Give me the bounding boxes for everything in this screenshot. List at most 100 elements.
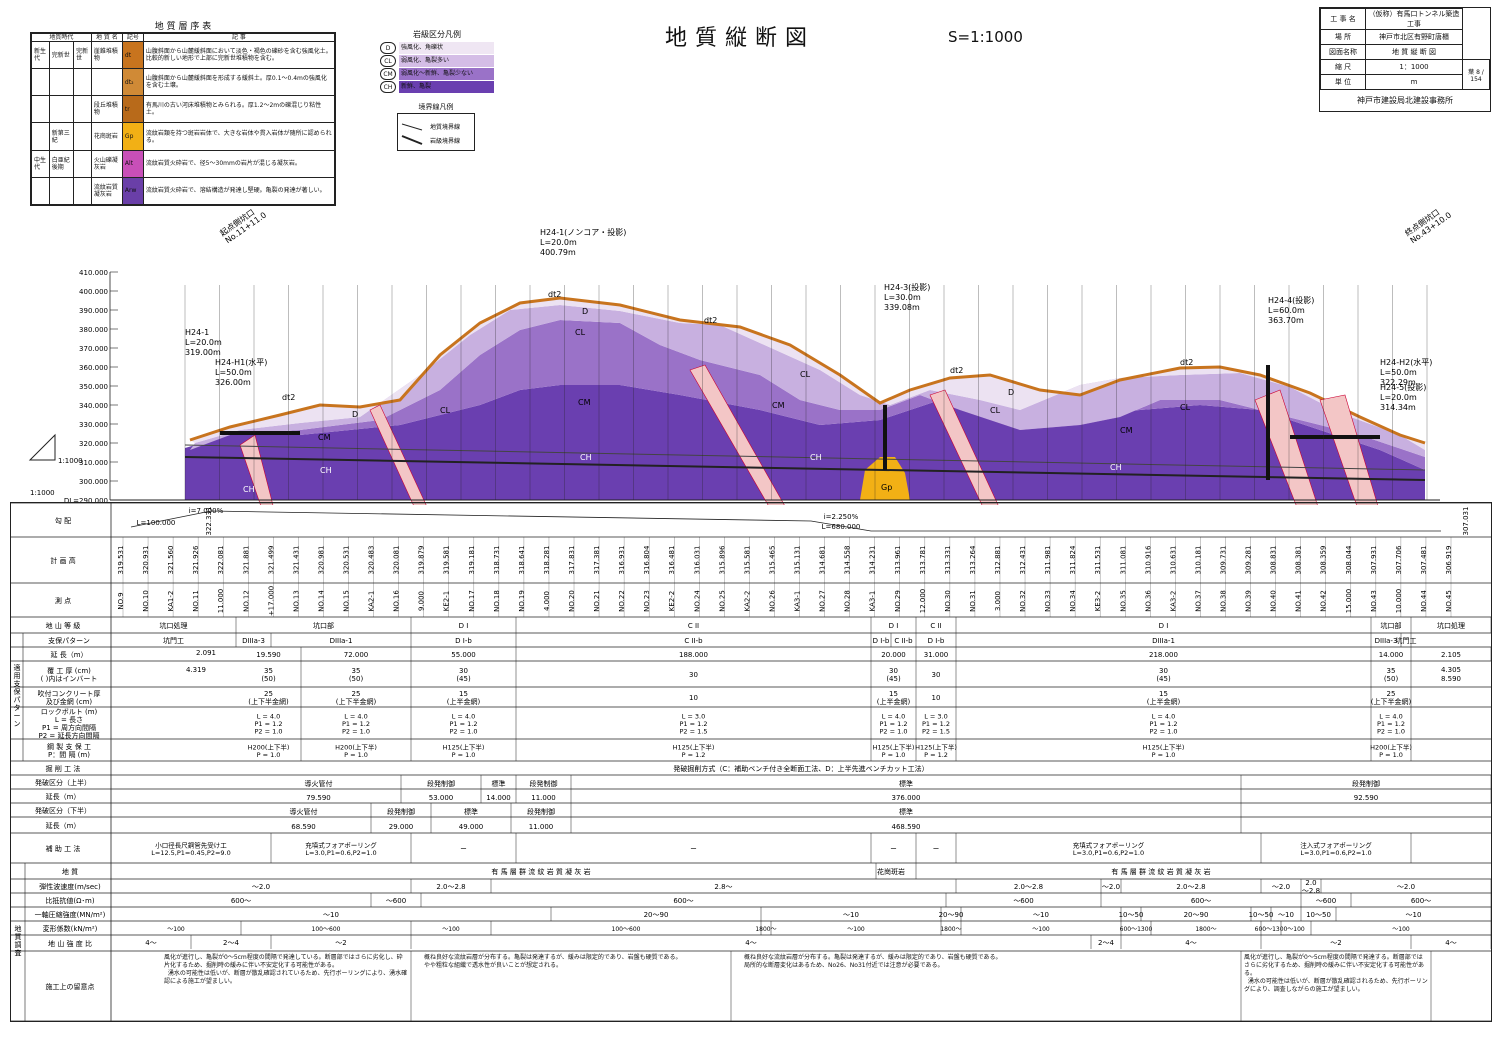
velocity-value: 2.0〜2.8 [1014, 883, 1043, 891]
station-label: NO.28 [844, 590, 852, 612]
blast-upper-type: 標準 [492, 779, 506, 788]
layer-gp [860, 457, 910, 500]
label-d-3: D [352, 410, 358, 419]
rockbolt-value: P2 = 1.5 [922, 728, 950, 736]
side-label-support: タ [14, 703, 21, 712]
borehole-elevation: 319.00m [185, 348, 221, 357]
shotcrete-value: (上半金網) [1147, 697, 1181, 706]
strength-ratio: 4〜 [745, 939, 756, 947]
ground-class: C II [688, 622, 699, 630]
row-label-notes: 施工上の留意点 [46, 982, 95, 991]
support-pattern: DIIIa-3 [1375, 637, 1398, 645]
support-pattern: DIIIa-1 [1152, 637, 1175, 645]
station-label: NO.42 [1320, 590, 1328, 612]
side-label-support: ー [14, 712, 21, 720]
strat-row: 中生代 白亜紀後期 火山礫凝灰岩 Alt 流紋岩質火砕岩で、径5〜30mmの岩片が混じる… [31, 149, 336, 178]
plan-height: 320.981 [317, 546, 325, 575]
elevation-tick: 320.000 [79, 440, 108, 448]
strat-note: 山腹斜面から山麓緩斜面において淡色・褐色の礫砂を含む強風化土。比較的新しい地形で… [142, 40, 336, 70]
strat-col-3: 記 事 [142, 33, 336, 42]
lining-value: (50) [261, 675, 276, 683]
station-label: NO.23 [643, 590, 651, 612]
station-label: KA1-2 [167, 591, 175, 612]
steel-value: P = 1.0 [344, 751, 368, 759]
length-value: 4.319 [186, 666, 206, 674]
modulus-value: 1800〜 [1195, 926, 1216, 933]
station-label: KE2-2 [668, 591, 676, 611]
velocity-value: 〜2.0 [252, 883, 270, 891]
rock-legend-item: CH 新鮮、亀裂 [380, 81, 494, 94]
lining-value: 30 [689, 671, 698, 679]
note-text: 風化が進行し、亀裂が0〜5cm程度の間隔で発達する。断層部ではさらに劣化するため… [1244, 954, 1428, 993]
strength-ratio: 4〜 [145, 939, 156, 947]
blast-upper-type: 段発制御 [530, 779, 558, 788]
label-dt2-d: dt2 [950, 366, 963, 375]
strat-swatch: tr [121, 95, 144, 124]
modulus-value: 〜100 [1287, 926, 1305, 933]
title-block-row: 場 所神戸市北区有野町唐櫃 [1320, 29, 1490, 45]
blast-lower-type: 段発制御 [527, 807, 555, 816]
label-cm-2: CM [772, 401, 785, 410]
velocity-value: 〜2.0 [1397, 883, 1415, 891]
station-label: NO.29 [894, 590, 902, 612]
support-pattern: C II-b [684, 637, 703, 645]
label-cl-3: CL [800, 370, 811, 379]
length-value: 188.000 [679, 651, 708, 659]
plan-height: 320.483 [368, 546, 376, 575]
strat-cell [48, 68, 75, 97]
label-d-2: D [1008, 388, 1014, 397]
station-label: +17.000 [267, 586, 275, 616]
shotcrete-value: (上半金網) [877, 697, 911, 706]
borehole-elevation: 363.70m [1268, 316, 1304, 325]
borehole-length: L=30.0m [884, 293, 921, 302]
plan-height: 306.919 [1445, 546, 1453, 575]
tunnel-line-2 [184, 444, 1426, 471]
aux-method: 小口径長尺鋼管先受け工 [155, 840, 227, 849]
strat-cell [73, 95, 92, 124]
label-cm-3: CM [1120, 426, 1133, 435]
label-ch-3: CH [1110, 463, 1122, 472]
station-label: 4.000 [543, 591, 551, 611]
strat-note: 流紋岩質火砕岩で、径5〜30mmの岩片が混じる凝灰岩。 [142, 149, 336, 178]
plan-height: 309.731 [1219, 546, 1227, 575]
plan-height: 321.881 [242, 546, 250, 575]
rockbolt-value: L = 3.0 [924, 713, 948, 721]
title-block-value: 地 質 縦 断 図 [1365, 44, 1463, 60]
shotcrete-value: 10 [689, 694, 698, 702]
velocity-value: 2.0 [1305, 879, 1316, 887]
ground-class: D I [459, 622, 469, 630]
title-block-key: 工 事 名 [1320, 8, 1366, 30]
elevation-tick: 350.000 [79, 383, 108, 391]
boundary-legend: 境界線凡例 地質境界線 岩級境界線 [397, 103, 475, 151]
data-table: 勾 配計 画 高測 点地 山 等 級支保パターン延 長（m）覆 工 厚 (cm)… [10, 502, 1492, 1022]
steel-value: P = 1.2 [924, 751, 948, 759]
title-block-row: 工 事 名（仮称）有馬口トンネル築造工事 [1320, 8, 1490, 30]
blast-upper-type: 標準 [899, 779, 913, 788]
strat-cell [73, 68, 92, 97]
station-label: KE2-1 [443, 591, 451, 611]
rock-symbol: D [380, 42, 396, 54]
plan-height: 322.081 [217, 546, 225, 575]
rock-desc: 強風化、角礫状 [399, 42, 494, 54]
rockbolt-value: P2 = 1.0 [255, 728, 283, 736]
ucs-value: 10〜50 [1119, 911, 1144, 919]
row-label-len_upper: 延長（m） [46, 792, 81, 801]
station-label: KA2-2 [743, 591, 751, 612]
rock-symbol: CH [380, 81, 396, 93]
elevation-tick: 380.000 [79, 326, 108, 334]
borehole-length: L=60.0m [1268, 306, 1305, 315]
plan-height: 316.931 [618, 546, 626, 575]
plan-height: 314.558 [844, 546, 852, 575]
label-cl-2: CL [440, 406, 451, 415]
strength-ratio: 2〜4 [1098, 939, 1114, 947]
support-pattern: DIIIa-1 [330, 637, 353, 645]
station-label: NO.10 [142, 590, 150, 612]
strat-swatch: Gp [121, 122, 144, 151]
plan-height: 315.896 [718, 545, 726, 574]
title-block-key: 単 位 [1320, 74, 1366, 90]
label-cl-5: CL [990, 406, 1001, 415]
rockbolt-value: L = 3.0 [682, 713, 706, 721]
side-label-support: 保 [14, 687, 21, 696]
title-block-value: 1：1000 [1365, 59, 1463, 75]
